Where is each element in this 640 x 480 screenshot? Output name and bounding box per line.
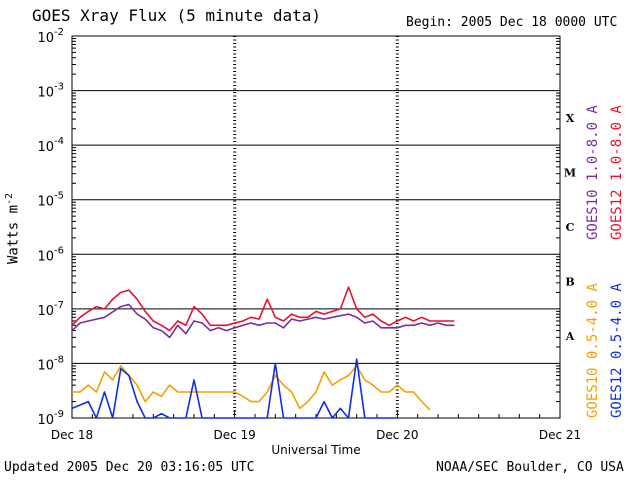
- flare-class-label: A: [565, 330, 575, 343]
- y-tick-base: 10: [37, 249, 54, 264]
- y-tick-label: 10-9: [37, 409, 64, 428]
- x-tick-label: Dec 18: [51, 428, 93, 442]
- begin-time: Begin: 2005 Dec 18 0000 UTC: [406, 15, 618, 30]
- y-axis-label: Watts m-2: [4, 193, 22, 264]
- y-tick-label: 10-8: [37, 354, 64, 373]
- y-tick-base: 10: [37, 140, 54, 155]
- y-ticks: 10-910-810-710-610-510-410-310-2: [37, 27, 560, 428]
- y-tick-base: 10: [37, 358, 54, 373]
- y-tick-exponent: -7: [54, 300, 64, 311]
- x-axis-label: Universal Time: [271, 443, 360, 457]
- updated-time: Updated 2005 Dec 20 03:16:05 UTC: [4, 460, 255, 475]
- y-tick-base: 10: [37, 304, 54, 319]
- y-tick-exponent: -9: [54, 409, 64, 420]
- y-tick-exponent: -8: [54, 354, 64, 365]
- y-tick-exponent: -6: [54, 245, 64, 256]
- credit-text: NOAA/SEC Boulder, CO USA: [436, 460, 624, 475]
- y-tick-exponent: -3: [54, 82, 64, 93]
- y-tick-base: 10: [37, 86, 54, 101]
- y-axis-label-base: Watts m: [5, 204, 22, 264]
- legend-entry: GOES12 1.0-8.0 A: [609, 105, 625, 240]
- flare-class-label: X: [566, 112, 575, 125]
- flare-class-label: C: [566, 221, 575, 234]
- flare-class-labels: X M C B A: [564, 112, 576, 343]
- series-line-3: [71, 358, 398, 419]
- flare-class-label: M: [564, 166, 576, 179]
- series-line-1: [71, 286, 455, 332]
- x-tick-label: Dec 19: [214, 428, 256, 442]
- x-ticks: Dec 18 Dec 19 Dec 20 Dec 21: [51, 410, 581, 442]
- y-tick-base: 10: [37, 31, 54, 46]
- plot-frame: [71, 35, 561, 419]
- flare-class-label: B: [565, 276, 574, 289]
- y-tick-exponent: -4: [54, 136, 64, 147]
- y-tick-label: 10-6: [37, 245, 64, 264]
- y-tick-label: 10-2: [37, 27, 64, 46]
- legend-entry: GOES10 1.0-8.0 A: [585, 105, 601, 240]
- y-tick-label: 10-5: [37, 191, 64, 210]
- legend-entry: GOES10 0.5-4.0 A: [585, 283, 601, 418]
- grid-lines: [72, 36, 560, 418]
- series-line-0: [71, 303, 455, 339]
- y-axis-label-exponent: -2: [4, 192, 15, 205]
- y-tick-exponent: -2: [54, 27, 64, 38]
- series-line-2: [72, 365, 431, 411]
- y-tick-label: 10-4: [37, 136, 64, 155]
- y-tick-label: 10-3: [37, 82, 64, 101]
- y-tick-base: 10: [37, 413, 54, 428]
- y-tick-base: 10: [37, 195, 54, 210]
- y-tick-exponent: -5: [54, 191, 64, 202]
- series-layer: [71, 286, 455, 419]
- x-tick-label: Dec 20: [376, 428, 418, 442]
- x-tick-label: Dec 21: [539, 428, 581, 442]
- legend-entry: GOES12 0.5-4.0 A: [609, 283, 625, 418]
- y-tick-label: 10-7: [37, 300, 64, 319]
- chart-title: GOES Xray Flux (5 minute data): [32, 6, 321, 25]
